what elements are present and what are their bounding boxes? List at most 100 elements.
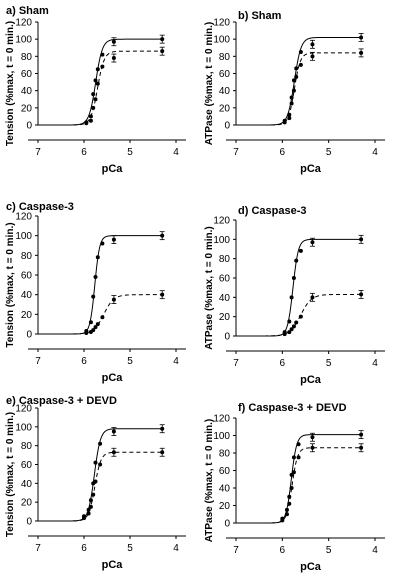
- x-tick-label: 5: [127, 543, 133, 554]
- data-point: [93, 78, 98, 83]
- data-point: [298, 50, 303, 55]
- data-point: [111, 237, 116, 242]
- data-point: [359, 292, 364, 297]
- chart-title: f) Caspase-3 + DEVD: [238, 402, 347, 414]
- y-tick-label: 0: [224, 332, 230, 343]
- data-point: [160, 292, 165, 297]
- data-point: [359, 50, 364, 55]
- data-point: [310, 42, 315, 47]
- data-point: [93, 460, 98, 465]
- data-point: [111, 429, 116, 434]
- data-point: [93, 479, 98, 484]
- data-point: [91, 294, 96, 299]
- y-tick-label: 20: [21, 103, 33, 114]
- y-tick-label: 100: [15, 422, 32, 433]
- data-point: [160, 49, 165, 54]
- data-point: [359, 35, 364, 40]
- data-point: [289, 295, 294, 300]
- x-tick-label: 4: [372, 358, 378, 369]
- y-tick-label: 80: [219, 52, 231, 63]
- y-tick-label: 20: [219, 501, 231, 512]
- chart-panel-4: d) Caspase-3 0 20 40 60 80 100 120 7 6 5 4 pCa ATPase…: [204, 205, 385, 386]
- data-point: [296, 442, 301, 447]
- data-point: [95, 255, 100, 260]
- y-axis-label: Tension (%max, t = 0 min.): [5, 222, 16, 347]
- x-tick-label: 7: [233, 545, 239, 556]
- y-tick-label: 60: [219, 466, 231, 477]
- data-point: [289, 327, 294, 332]
- y-tick-label: 80: [219, 254, 231, 265]
- x-tick-label: 6: [81, 356, 87, 367]
- x-axis-label: pCa: [102, 372, 124, 384]
- data-point: [98, 441, 103, 446]
- data-point: [100, 241, 105, 246]
- x-tick-label: 5: [127, 356, 133, 367]
- data-point: [294, 258, 299, 263]
- data-point: [287, 501, 292, 506]
- y-tick-label: 40: [21, 290, 33, 301]
- data-point: [310, 240, 315, 245]
- y-tick-label: 60: [21, 69, 33, 80]
- y-tick-label: 40: [21, 479, 33, 490]
- y-tick-label: 20: [21, 310, 33, 321]
- y-tick-label: 100: [15, 231, 32, 242]
- y-tick-label: 100: [213, 431, 230, 442]
- data-point: [84, 331, 89, 336]
- data-point: [294, 74, 299, 79]
- data-point: [95, 81, 100, 86]
- series-line-solid: [236, 434, 362, 524]
- data-point: [100, 64, 105, 69]
- data-point: [95, 67, 100, 72]
- chart-title: d) Caspase-3: [238, 205, 306, 217]
- data-point: [93, 325, 98, 330]
- y-axis-label: ATPase (%max, t = 0 min.): [204, 419, 215, 542]
- y-tick-label: 100: [15, 35, 32, 46]
- data-point: [160, 450, 165, 455]
- x-axis-label: pCa: [300, 374, 322, 386]
- y-tick-label: 100: [213, 235, 230, 246]
- chart-title: b) Sham: [238, 10, 282, 22]
- y-tick-label: 40: [219, 484, 231, 495]
- x-tick-label: 5: [326, 545, 332, 556]
- x-tick-label: 6: [81, 543, 87, 554]
- series-line-solid: [236, 238, 362, 337]
- y-tick-label: 120: [15, 18, 32, 29]
- x-tick-label: 7: [233, 147, 239, 158]
- data-point: [284, 512, 289, 517]
- x-tick-label: 6: [280, 358, 286, 369]
- series-line-solid: [236, 36, 362, 126]
- series-line-solid: [38, 38, 163, 126]
- x-tick-label: 5: [326, 358, 332, 369]
- x-tick-label: 5: [326, 147, 332, 158]
- y-tick-label: 80: [21, 52, 33, 63]
- data-point: [100, 315, 105, 320]
- data-point: [287, 116, 292, 121]
- y-tick-label: 120: [213, 216, 230, 227]
- data-point: [291, 276, 296, 280]
- data-point: [287, 319, 292, 324]
- data-point: [296, 455, 301, 460]
- data-point: [359, 237, 364, 242]
- data-point: [111, 56, 116, 61]
- y-axis-label: ATPase (%max, t = 0 min.): [204, 226, 215, 349]
- data-point: [291, 324, 296, 329]
- y-tick-label: 120: [15, 404, 32, 415]
- x-tick-label: 7: [35, 356, 41, 367]
- y-tick-label: 80: [21, 251, 33, 262]
- chart-panel-1: a) Sham 0 20 40 60 80 100 120 7 6 5 4 pCa Tension (%m…: [5, 5, 186, 175]
- data-point: [298, 314, 303, 319]
- y-tick-label: 100: [213, 35, 230, 46]
- data-point: [359, 432, 364, 437]
- chart-panel-6: f) Caspase-3 + DEVD 0 20 40 60 80 100 120 7 6 5 4 pC…: [204, 402, 385, 573]
- data-point: [291, 470, 296, 475]
- x-axis-label: pCa: [102, 559, 124, 571]
- x-tick-label: 4: [372, 147, 378, 158]
- y-axis-label: Tension (%max, t = 0 min.): [5, 412, 16, 537]
- y-tick-label: 120: [15, 212, 32, 223]
- series-line-dashed: [38, 294, 163, 335]
- y-tick-label: 0: [26, 517, 32, 528]
- data-point: [359, 445, 364, 450]
- x-tick-label: 7: [233, 358, 239, 369]
- data-point: [100, 52, 105, 57]
- data-point: [287, 330, 292, 335]
